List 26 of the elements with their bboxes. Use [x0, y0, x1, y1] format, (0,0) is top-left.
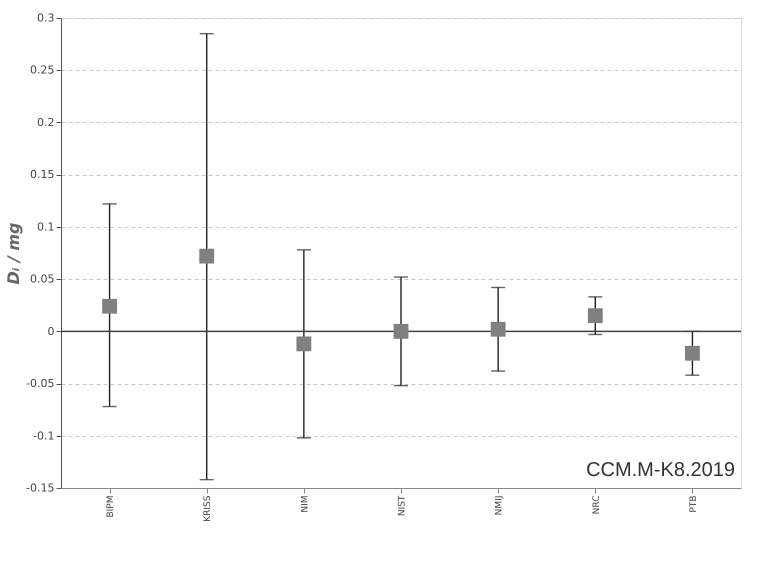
y-axis-title: Dᵢ / mg	[4, 222, 24, 284]
annotation: CCM.M-K8.2019	[586, 459, 735, 481]
y-tick-label: 0.3	[37, 12, 54, 24]
y-tick-label: 0.05	[30, 272, 54, 286]
y-tick-label: 0.15	[30, 168, 54, 182]
point	[685, 346, 700, 361]
x-tick-label: BIPM	[106, 496, 116, 518]
x-tick-label: NRC	[592, 496, 602, 514]
x-tick-label: NMIJ	[494, 496, 505, 516]
y-tick-label: 0.1	[37, 220, 54, 234]
point	[296, 336, 312, 352]
y-tick-label: -0.15	[26, 482, 54, 494]
point	[490, 322, 506, 337]
y-tick-label: -0.1	[33, 429, 54, 442]
y-tick-label: 0	[48, 324, 54, 338]
y-tick-label: 0.2	[37, 116, 54, 129]
point	[588, 308, 603, 324]
y-tick-label: 0.25	[30, 64, 54, 77]
point	[102, 298, 117, 314]
x-tick-label: PTB	[688, 496, 699, 513]
point	[199, 248, 214, 264]
x-tick-label: NIST	[398, 495, 408, 516]
x-tick-label: NIM	[300, 496, 310, 513]
y-tick-label: -0.05	[26, 377, 54, 390]
x-tick-label: KRISS	[203, 495, 214, 522]
point	[394, 324, 408, 339]
